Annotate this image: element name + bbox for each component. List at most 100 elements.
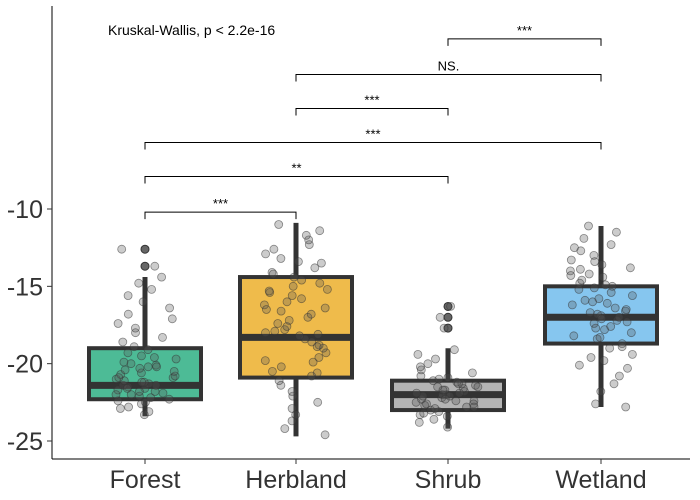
jitter-point bbox=[599, 356, 609, 366]
jitter-point bbox=[315, 278, 325, 288]
jitter-point bbox=[114, 373, 124, 383]
x-tick-label-herbland: Herbland bbox=[245, 466, 346, 494]
comparison-brackets: ***********NS.*** bbox=[144, 23, 602, 220]
jitter-point bbox=[622, 317, 632, 327]
jitter-point bbox=[438, 385, 448, 395]
jitter-point bbox=[134, 387, 144, 396]
jitter-point bbox=[150, 261, 160, 271]
jitter-point bbox=[288, 391, 298, 401]
jitter-point bbox=[601, 280, 610, 290]
jitter-point bbox=[301, 230, 311, 240]
jitter-point bbox=[446, 301, 456, 311]
jitter-point bbox=[146, 393, 156, 403]
jitter-point bbox=[137, 377, 147, 387]
jitter-point bbox=[113, 319, 123, 328]
jitter-point bbox=[144, 379, 154, 389]
jitter-point bbox=[589, 283, 599, 293]
jitter-point bbox=[268, 269, 278, 279]
jitter-point bbox=[135, 363, 145, 373]
jitter-point bbox=[119, 357, 129, 367]
jitter-point bbox=[597, 260, 607, 270]
jitter-point bbox=[165, 303, 175, 313]
jitter-point bbox=[169, 366, 179, 376]
jitter-point bbox=[423, 359, 433, 369]
jitter-point bbox=[276, 380, 286, 390]
jitter-point bbox=[451, 396, 461, 406]
outlier-point bbox=[140, 244, 150, 254]
bracket-forest-wetland bbox=[144, 141, 602, 150]
jitter-point bbox=[261, 249, 271, 259]
jitter-point bbox=[124, 402, 134, 412]
jitter-point bbox=[609, 379, 619, 389]
jitter-point bbox=[131, 328, 140, 338]
jitter-point bbox=[467, 368, 477, 378]
jitter-point bbox=[412, 388, 421, 398]
jitter-point bbox=[276, 362, 286, 372]
significance-label-forest-wetland: *** bbox=[365, 126, 380, 141]
jitter-point bbox=[287, 387, 297, 396]
jitter-point bbox=[117, 244, 127, 254]
jitter-point bbox=[273, 319, 283, 328]
jitter-point bbox=[594, 294, 604, 304]
jitter-point bbox=[579, 233, 589, 243]
jitter-point bbox=[430, 404, 440, 413]
jitter-point bbox=[617, 342, 627, 352]
jitter-point bbox=[614, 312, 624, 322]
jitter-point bbox=[158, 388, 168, 398]
y-tick-label: -20 bbox=[7, 351, 43, 379]
jitter-point bbox=[151, 380, 161, 390]
jitter-point bbox=[586, 353, 596, 362]
jitter-point bbox=[297, 294, 306, 304]
jitter-point bbox=[280, 424, 290, 434]
jitter-point bbox=[310, 263, 320, 273]
significance-label-herbland-wetland: NS. bbox=[438, 58, 460, 73]
jitter-point bbox=[123, 309, 133, 319]
jitter-point bbox=[270, 326, 280, 336]
jitter-point bbox=[469, 396, 479, 406]
jitter-point bbox=[303, 312, 313, 322]
jitter-point bbox=[130, 323, 140, 333]
jitter-point bbox=[576, 264, 585, 274]
jitter-point bbox=[598, 272, 608, 282]
jitter-point bbox=[158, 332, 167, 342]
jitter-point bbox=[628, 291, 637, 301]
jitter-point bbox=[164, 394, 174, 404]
jitter-point bbox=[567, 300, 577, 310]
jitter-point bbox=[137, 351, 146, 361]
jitter-point bbox=[610, 303, 620, 313]
jitter-point bbox=[321, 348, 331, 358]
bracket-herbland-shrub bbox=[295, 107, 449, 116]
jitter-point bbox=[138, 297, 148, 307]
box-herbland bbox=[238, 275, 354, 380]
jitter-point bbox=[617, 339, 627, 349]
jitter-point bbox=[612, 227, 621, 237]
jitter-point bbox=[413, 349, 423, 359]
jitter-point bbox=[596, 387, 606, 396]
outlier-point bbox=[140, 261, 150, 271]
jitter-point bbox=[136, 368, 146, 378]
jitter-point bbox=[312, 342, 322, 352]
jitter-point bbox=[267, 366, 277, 376]
jitter-point bbox=[591, 323, 601, 333]
jitter-point bbox=[282, 297, 292, 307]
jitter-point bbox=[473, 382, 483, 392]
jitter-point bbox=[264, 286, 274, 296]
jitter-point bbox=[445, 391, 455, 401]
jitter-point bbox=[431, 354, 440, 364]
jitter-point bbox=[592, 334, 602, 344]
jitter-point bbox=[457, 379, 467, 389]
jitter-point bbox=[304, 240, 314, 250]
jitter-point bbox=[144, 407, 154, 417]
jitter-point bbox=[147, 284, 157, 294]
jitter-point bbox=[118, 337, 128, 347]
jitter-point bbox=[469, 399, 478, 409]
jitter-point bbox=[111, 374, 121, 384]
axes: -25 -20 -15 -10 Forest Herbland Shrub Wetland bbox=[7, 6, 690, 494]
jitter-point bbox=[449, 345, 459, 355]
jitter-point bbox=[443, 373, 453, 383]
x-tick-label-wetland: Wetland bbox=[555, 466, 646, 494]
jitter-point bbox=[606, 240, 616, 250]
jitter-point bbox=[440, 394, 450, 404]
jitter-point bbox=[429, 414, 439, 424]
jitter-point bbox=[157, 272, 167, 282]
